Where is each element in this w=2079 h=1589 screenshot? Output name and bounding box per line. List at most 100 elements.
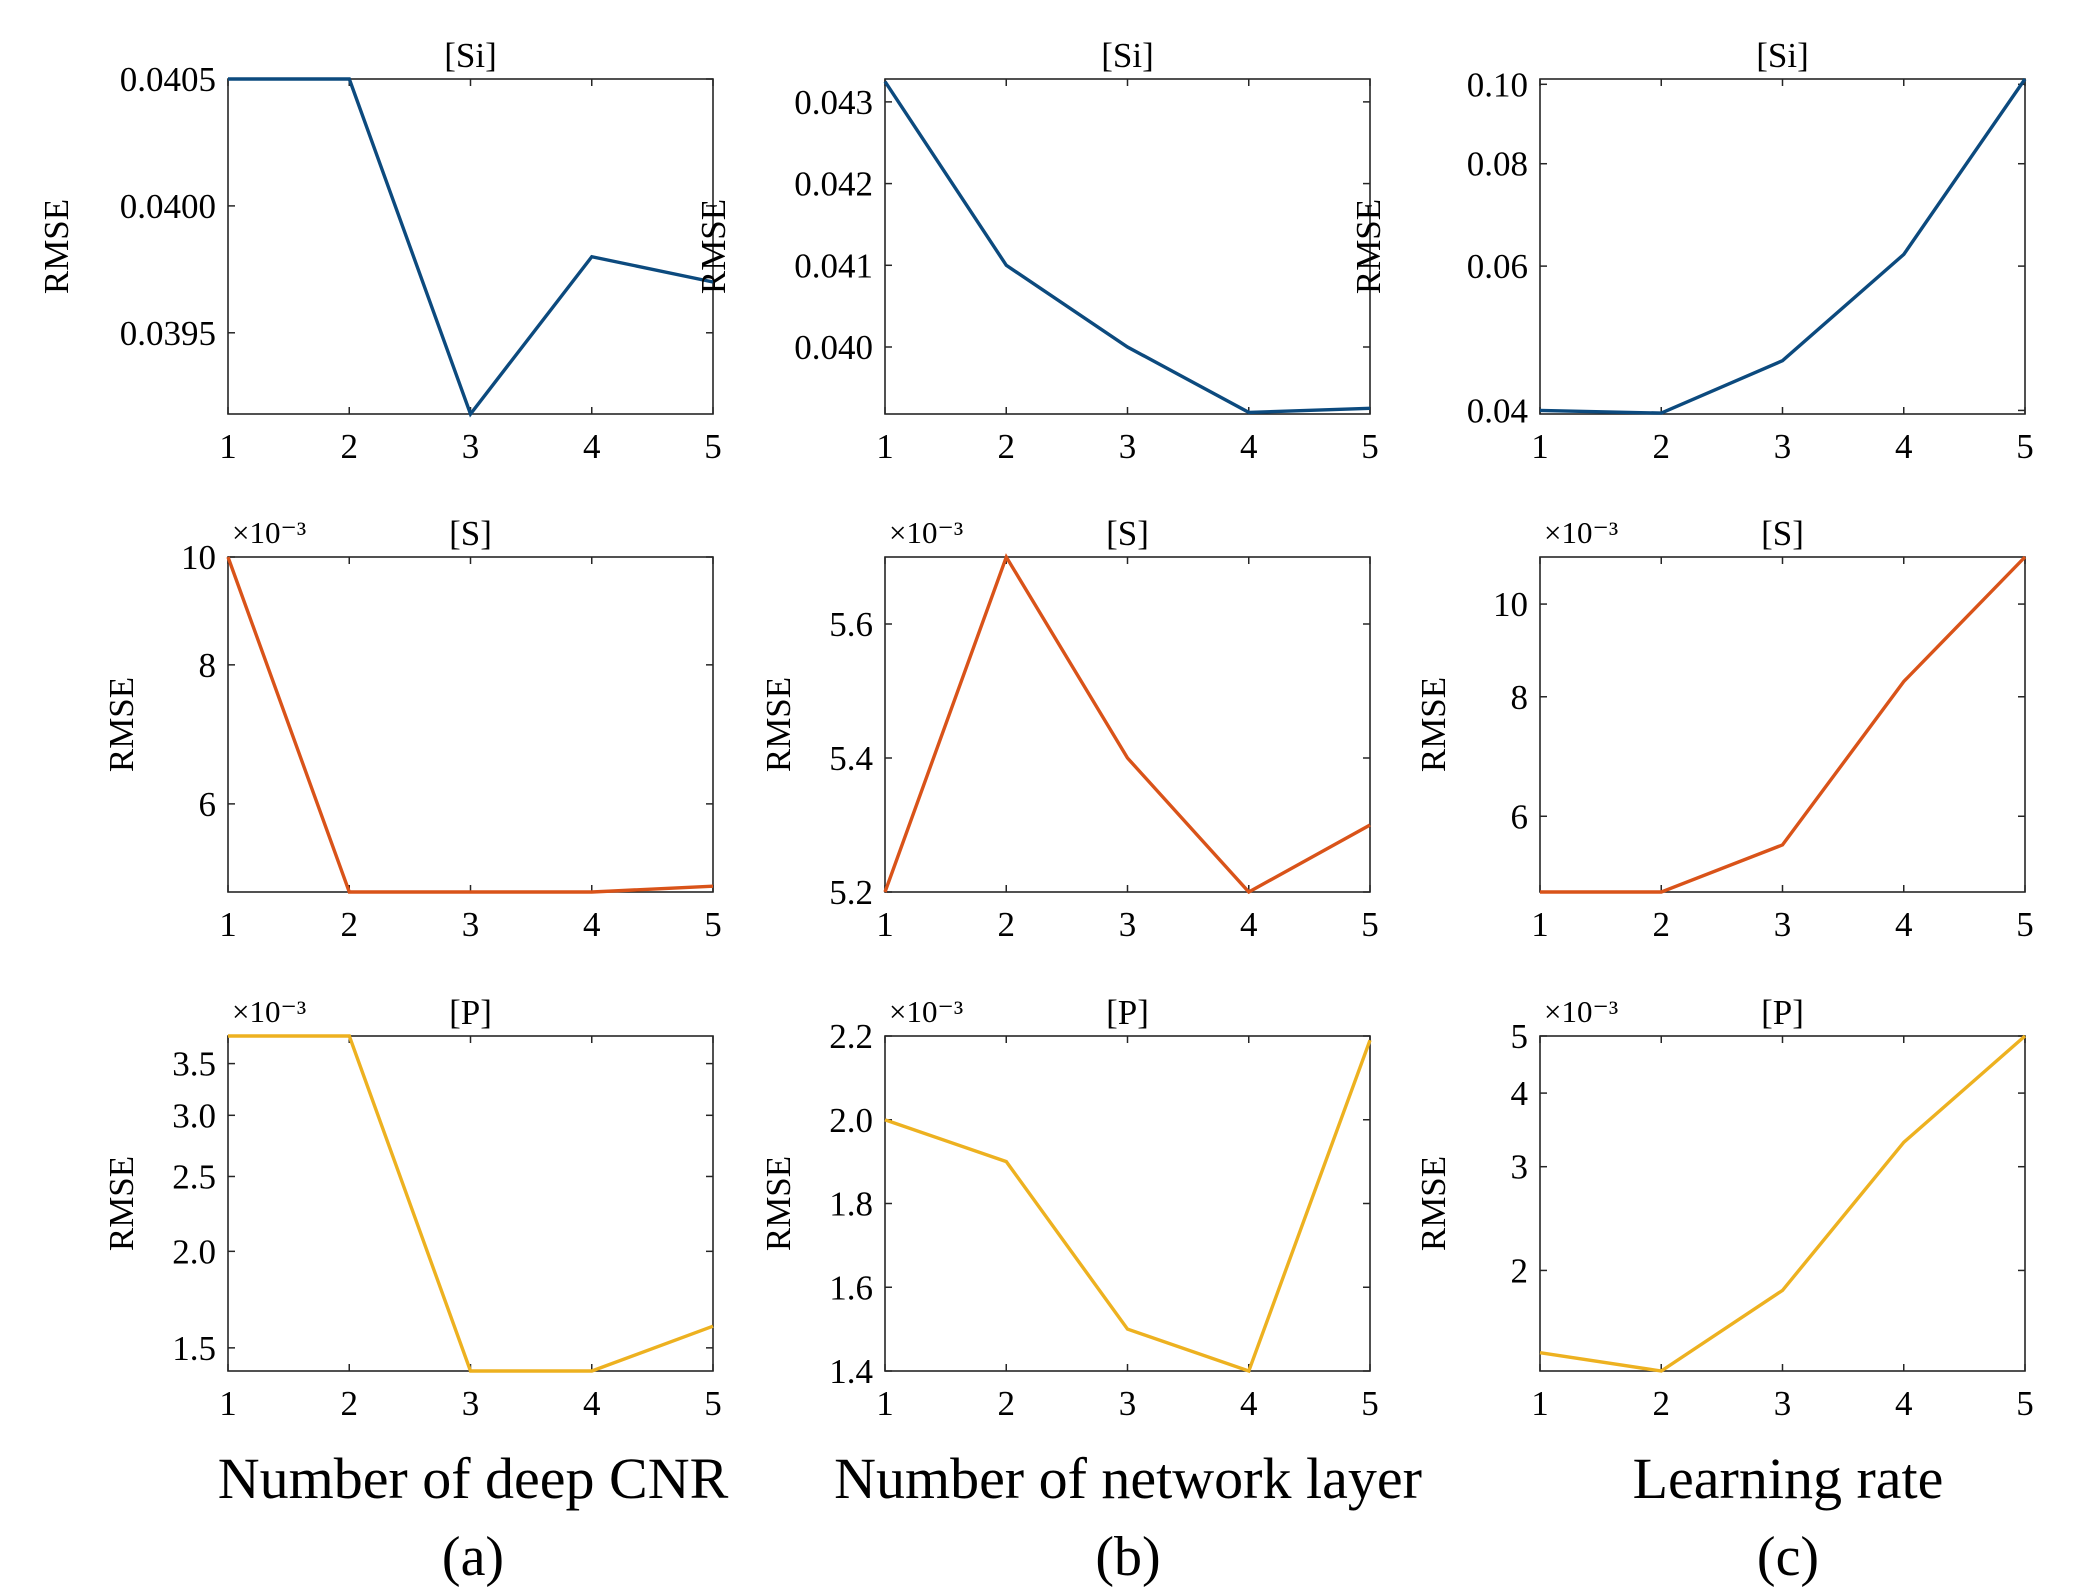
y-tick-label: 2.5 [172,1157,216,1196]
x-tick-label: 2 [1653,1384,1671,1423]
axes-box [227,78,714,415]
y-tick-label: 10 [181,538,216,577]
y-tick-label: 8 [199,646,217,685]
y-axis-label: RMSE [102,1156,141,1251]
x-tick-label: 5 [2016,1384,2034,1423]
x-tick-label: 1 [876,427,894,466]
y-exponent-label: ×10⁻³ [1544,515,1618,550]
y-tick-label: 0.0395 [120,314,216,353]
series-line [228,1034,714,1373]
x-tick-label: 2 [998,1384,1016,1423]
x-tick-label: 1 [1531,905,1549,944]
y-tick-label: 2.2 [829,1017,873,1056]
y-exponent-label: ×10⁻³ [1544,994,1618,1029]
subplot-title: [Si] [444,36,497,75]
y-tick-label: 5 [1511,1017,1529,1056]
column-label-c: Learning rate [1633,1446,1944,1511]
axes-box [1539,556,2026,893]
column-label-b: Number of network layer [834,1446,1422,1511]
subplot-3: 0.04 0.06 0.08 0.10 1 2 3 4 5 [Si] RMSE [1349,36,2034,466]
column-label-a: Number of deep CNR [218,1446,729,1511]
y-tick-label: 0.08 [1467,145,1528,184]
x-tick-label: 3 [1119,905,1137,944]
y-axis-label: RMSE [1414,677,1453,772]
x-tick-label: 3 [1119,427,1137,466]
x-tick-label: 2 [341,1384,359,1423]
series-line [228,77,714,418]
x-tick-label: 3 [462,427,480,466]
series-line [1539,78,2027,415]
y-axis-label: RMSE [102,677,141,772]
x-tick-label: 5 [2016,427,2034,466]
x-tick-label: 1 [219,1384,237,1423]
axes-box [227,1035,714,1372]
x-tick-label: 4 [583,905,601,944]
y-tick-label: 0.041 [794,246,873,285]
y-tick-label: 3.0 [172,1096,216,1135]
axes-box [227,556,714,893]
x-tick-label: 4 [1240,1384,1258,1423]
x-tick-label: 2 [1653,427,1671,466]
series-line [226,556,714,894]
x-tick-label: 2 [998,427,1016,466]
series-line [1540,555,2027,894]
y-tick-label: 0.0405 [120,60,216,99]
y-tick-label: 6 [199,785,217,824]
y-exponent-label: ×10⁻³ [232,515,306,550]
x-tick-label: 3 [462,905,480,944]
y-tick-label: 0.0400 [120,187,216,226]
subplot-title: [P] [1761,993,1804,1032]
y-tick-label: 8 [1511,678,1529,717]
axes-box [884,78,1371,415]
y-tick-label: 3 [1511,1148,1529,1187]
x-tick-label: 5 [1361,427,1379,466]
x-tick-label: 3 [1119,1384,1137,1423]
axes-box [1539,78,2026,415]
series-line [884,1039,1372,1374]
y-exponent-label: ×10⁻³ [232,994,306,1029]
axes-box [1539,1035,2026,1372]
y-tick-label: 0.10 [1467,65,1528,104]
panel-letter-b: (b) [1095,1526,1160,1588]
y-axis-label: RMSE [759,1156,798,1251]
subplot-title: [S] [449,514,492,553]
subplot-9: 2 3 4 5 1 2 3 4 5 [P] RMSE ×10⁻³ [1414,993,2034,1423]
x-tick-label: 1 [876,905,894,944]
x-tick-label: 3 [1774,905,1792,944]
x-tick-label: 5 [704,905,722,944]
x-tick-label: 3 [1774,427,1792,466]
subplot-title: [S] [1761,514,1804,553]
x-tick-label: 5 [704,427,722,466]
series-line [1539,1034,2027,1373]
y-tick-label: 1.4 [829,1352,873,1391]
x-tick-label: 2 [341,427,359,466]
subplot-title: [Si] [1756,36,1809,75]
y-tick-label: 1.8 [829,1185,873,1224]
y-axis-label: RMSE [37,199,76,294]
x-tick-label: 4 [1895,905,1913,944]
subplot-8: 1.4 1.6 1.8 2.0 2.2 1 2 3 4 5 [P] RMSE ×10⁻³ [759,993,1379,1423]
x-tick-label: 4 [583,427,601,466]
y-tick-label: 0.04 [1467,391,1528,430]
subplot-title: [S] [1106,514,1149,553]
y-tick-label: 0.06 [1467,247,1528,286]
x-tick-label: 2 [998,905,1016,944]
y-tick-label: 4 [1511,1074,1529,1113]
x-tick-label: 5 [2016,905,2034,944]
x-tick-label: 4 [1240,905,1258,944]
subplot-7: 1.5 2.0 2.5 3.0 3.5 1 2 3 4 5 [P] RMSE ×10⁻³ [102,993,722,1423]
subplot-title: [P] [449,993,492,1032]
axes-box [884,556,1371,893]
y-tick-label: 6 [1511,797,1529,836]
y-axis-label: RMSE [694,199,733,294]
x-tick-label: 1 [219,905,237,944]
x-tick-label: 1 [1531,427,1549,466]
series-line [883,553,1371,895]
x-tick-label: 2 [1653,905,1671,944]
x-tick-label: 1 [219,427,237,466]
y-exponent-label: ×10⁻³ [889,515,963,550]
